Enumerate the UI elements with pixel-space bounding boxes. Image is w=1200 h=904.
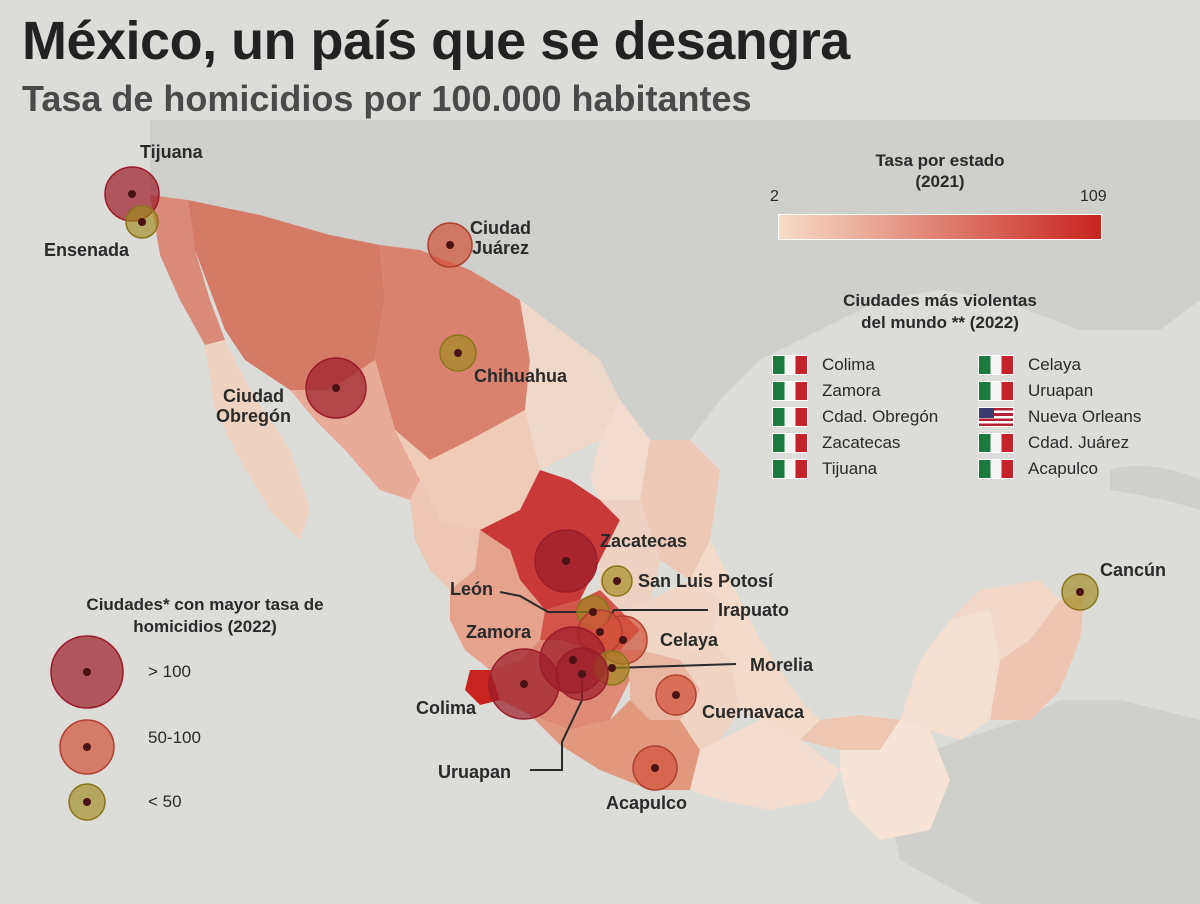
state-tabasco bbox=[800, 715, 900, 750]
state-baja-california-sur bbox=[205, 340, 310, 540]
state-scale-gradient bbox=[778, 214, 1102, 240]
state-quintana-roo bbox=[990, 590, 1085, 720]
state-chiapas bbox=[840, 720, 950, 840]
city-label-acapulco: Acapulco bbox=[606, 793, 688, 813]
state-veracruz bbox=[690, 540, 820, 740]
state-scale-min: 2 bbox=[770, 188, 779, 205]
state-jalisco bbox=[450, 530, 545, 670]
city-label-zamora: Zamora bbox=[466, 622, 532, 642]
city-label-cuernavaca: Cuernavaca bbox=[702, 702, 805, 722]
page-title: México, un país que se desangra bbox=[22, 11, 850, 71]
state-campeche bbox=[900, 610, 1000, 740]
mexico-flag-icon bbox=[978, 433, 1014, 453]
bubble-center-dots bbox=[128, 190, 1084, 772]
world-ranking-item: Tijuana bbox=[772, 456, 982, 482]
city-label-colima: Colima bbox=[416, 698, 477, 718]
city-label-leon: León bbox=[450, 579, 493, 599]
mexico-flag-icon bbox=[978, 381, 1014, 401]
state-coahuila bbox=[520, 300, 620, 470]
usa-landmass bbox=[150, 120, 1200, 440]
mexico-flag-icon bbox=[772, 355, 808, 375]
state-puebla bbox=[680, 640, 740, 750]
city-label-irapuato: Irapuato bbox=[718, 600, 790, 620]
mexico-flag-icon bbox=[978, 459, 1014, 479]
usa-flag-icon bbox=[978, 407, 1014, 427]
world-ranking-item: Cdad. Obregón bbox=[772, 404, 982, 430]
mexico-flag-icon bbox=[772, 459, 808, 479]
state-sonora bbox=[188, 200, 385, 390]
state-scale-title: Tasa por estado (2021) bbox=[875, 151, 1005, 191]
bubble-legend-circles bbox=[50, 635, 124, 821]
bubble-legend-low-label: < 50 bbox=[148, 792, 182, 811]
city-label-zacatecas: Zacatecas bbox=[600, 531, 688, 551]
state-nuevo-leon bbox=[590, 360, 650, 520]
state-nayarit bbox=[410, 480, 480, 590]
world-ranking-item: Celaya bbox=[978, 352, 1188, 378]
world-ranking-item: Zacatecas bbox=[772, 430, 982, 456]
central-america-landmass bbox=[880, 700, 1200, 904]
world-ranking-item: Nueva Orleans bbox=[978, 404, 1188, 430]
state-oaxaca bbox=[690, 720, 840, 810]
bubble-legend-mid-label: 50-100 bbox=[148, 728, 201, 747]
bubble-legend-title: Ciudades* con mayor tasa de homicidios (… bbox=[86, 595, 324, 636]
state-durango bbox=[395, 410, 540, 530]
mexico-flag-icon bbox=[772, 381, 808, 401]
state-yucatan bbox=[950, 580, 1060, 660]
leader-leon bbox=[499, 591, 592, 613]
leader-morelia bbox=[611, 663, 737, 669]
mexico-flag-icon bbox=[978, 355, 1014, 375]
world-ranking-item: Uruapan bbox=[978, 378, 1188, 404]
state-tamaulipas bbox=[620, 400, 720, 580]
world-ranking-column-2: Celaya Uruapan Nueva Orleans Cdad. Juáre… bbox=[978, 352, 1188, 482]
state-baja-california bbox=[150, 195, 225, 345]
world-ranking-title: Ciudades más violentas del mundo ** (202… bbox=[843, 291, 1037, 332]
world-ranking-item: Cdad. Juárez bbox=[978, 430, 1188, 456]
city-label-morelia: Morelia bbox=[750, 655, 814, 675]
state-scale-max: 109 bbox=[1080, 188, 1107, 205]
mexico-flag-icon bbox=[772, 433, 808, 453]
city-label-cancun: Cancún bbox=[1100, 560, 1167, 580]
city-label-celaya: Celaya bbox=[660, 630, 719, 650]
city-label-ciudad-obregon: Ciudad Obregón bbox=[216, 386, 291, 426]
city-label-ciudad-juarez: Ciudad Juárez bbox=[470, 218, 531, 258]
city-label-tijuana: Tijuana bbox=[140, 142, 203, 162]
world-ranking-item: Acapulco bbox=[978, 456, 1188, 482]
world-ranking-column-1: Colima Zamora Cdad. Obregón Zacatecas Ti… bbox=[772, 352, 982, 482]
city-label-san-luis-potosi: San Luis Potosí bbox=[638, 571, 774, 591]
world-ranking-item: Colima bbox=[772, 352, 982, 378]
city-label-uruapan: Uruapan bbox=[438, 762, 512, 782]
page-subtitle: Tasa de homicidios por 100.000 habitante… bbox=[22, 78, 752, 119]
bubble-legend-high-label: > 100 bbox=[148, 662, 192, 681]
city-label-ensenada: Ensenada bbox=[44, 240, 130, 260]
mexico-flag-icon bbox=[772, 407, 808, 427]
cuba-landmass bbox=[1110, 465, 1200, 510]
world-ranking-item: Zamora bbox=[772, 378, 982, 404]
city-label-chihuahua: Chihuahua bbox=[474, 366, 567, 386]
